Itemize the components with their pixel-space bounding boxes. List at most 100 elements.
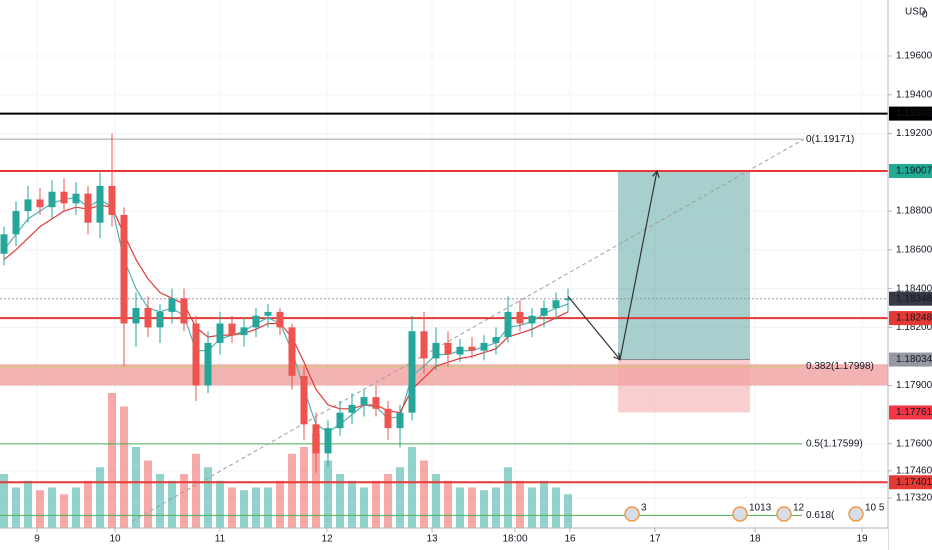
x-tick-label: 11 [215, 534, 226, 545]
volume-bar [492, 487, 500, 528]
candle-body [276, 311, 284, 328]
volume-bar [420, 460, 428, 528]
y-tick-label: 1.19600 [896, 51, 932, 62]
y-tick-label: 1.19400 [896, 89, 932, 100]
candle-body [396, 412, 404, 429]
event-label: 12 [793, 503, 805, 514]
price-tag-label: 1.17401 [896, 477, 932, 488]
candle-body [204, 342, 212, 386]
event-icon [848, 506, 864, 522]
candle-body [552, 300, 560, 308]
candle-body [288, 327, 296, 376]
volume-bar [324, 460, 332, 528]
price-tag [889, 311, 932, 326]
price-tag [889, 405, 932, 420]
candle-body [108, 185, 116, 215]
time-axis [0, 528, 888, 550]
x-tick-label: 18 [749, 534, 761, 545]
price-tag [889, 352, 932, 367]
price-tag-label: 1.18348 [896, 293, 932, 304]
candle-body [84, 193, 92, 223]
event-label: 10 5 14 [865, 503, 899, 514]
volume-bar [288, 453, 296, 528]
price-tag-label: 1.18034 [896, 354, 932, 365]
volume-bar [456, 487, 464, 528]
price-tag [889, 106, 932, 121]
zone [0, 364, 888, 386]
volume-bar [180, 474, 188, 528]
y-tick-label: 1.17900 [896, 380, 932, 391]
volume-bar [96, 467, 104, 528]
candle-body [360, 397, 368, 405]
volume-bar [132, 447, 140, 528]
volume-bar [120, 406, 128, 528]
candle-body [180, 298, 188, 324]
volume-bar [528, 487, 536, 528]
volume-bar [264, 487, 272, 528]
volume-bar [276, 480, 284, 528]
candle-body [36, 199, 44, 208]
candle-body [420, 331, 428, 359]
volume-bar [72, 487, 80, 528]
candle-body [384, 408, 392, 429]
x-tick-label: 19 [856, 534, 868, 545]
price-tag [889, 163, 932, 178]
price-tag [889, 475, 932, 490]
candle-body [60, 191, 68, 204]
x-tick-label: 13 [426, 534, 438, 545]
volume-bar [516, 480, 524, 528]
fib-label: 0.5(1.17599) [806, 439, 863, 450]
volume-bar [432, 474, 440, 528]
candle-body [540, 308, 548, 316]
candle-body [192, 323, 200, 386]
candle-body [240, 327, 248, 336]
price-tag [889, 291, 932, 306]
y-tick-label: 1.19200 [896, 128, 932, 139]
fib-label: 0.618( [806, 510, 835, 521]
candle-body [528, 315, 536, 324]
y-tick-label: 1.17600 [896, 438, 932, 449]
volume-bar [540, 480, 548, 528]
volume-bar [48, 487, 56, 528]
y-tick-label: 1.18800 [896, 206, 932, 217]
volume-bar [336, 474, 344, 528]
candle-body [24, 199, 32, 212]
volume-bar [0, 474, 8, 528]
price-tag-label: 1.19303 [896, 108, 932, 119]
price-tag-label: 1.18248 [896, 313, 932, 324]
x-tick-label: 17 [649, 534, 661, 545]
volume-bar [480, 490, 488, 528]
event-label: 1013 [749, 503, 772, 514]
y-tick-label: 1.17460 [896, 465, 932, 476]
candle-body [564, 298, 572, 301]
candle-body [336, 412, 344, 429]
currency-sub: 0 [922, 10, 928, 21]
candle-body [516, 311, 524, 324]
candle-body [468, 346, 476, 351]
volume-bar [396, 467, 404, 528]
candle-body [120, 214, 128, 324]
volume-bar [312, 433, 320, 528]
arrow-head [652, 169, 660, 178]
candle-body [144, 308, 152, 328]
event-label: 3 [641, 503, 647, 514]
y-tick-label: 1.18200 [896, 322, 932, 333]
volume-bar [168, 480, 176, 528]
x-tick-label: 9 [34, 534, 40, 545]
target-box [618, 170, 750, 360]
volume-bar [348, 480, 356, 528]
fib-label: 0.382(1.17998) [806, 361, 874, 372]
event-icon [732, 506, 748, 522]
volume-bar [108, 393, 116, 528]
volume-bar [156, 474, 164, 528]
candle-body [48, 191, 56, 208]
candle-body [504, 311, 512, 338]
candle-body [216, 323, 224, 343]
candle-body [264, 311, 272, 316]
candle-body [348, 404, 356, 413]
price-tag-label: 1.19007 [896, 166, 932, 177]
candle-body [72, 193, 80, 204]
volume-bar [384, 474, 392, 528]
